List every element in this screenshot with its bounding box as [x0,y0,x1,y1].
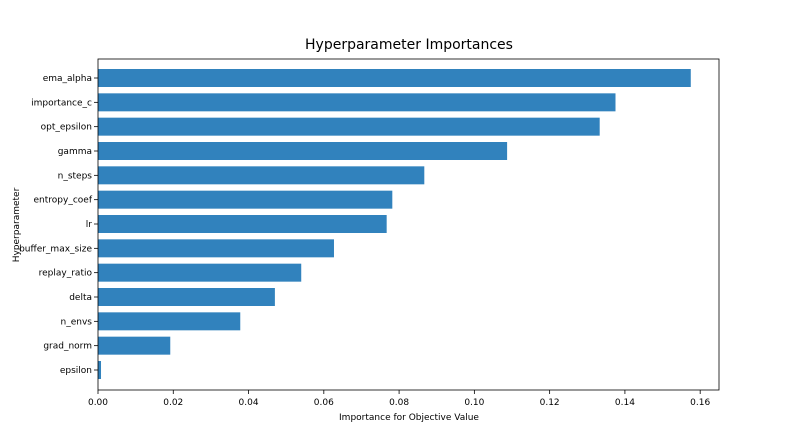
bar-gamma [98,142,508,160]
bar-ema-alpha [98,69,691,87]
bar-epsilon [98,361,102,379]
y-tick-label: n_steps [58,171,93,181]
y-tick-label: gamma [58,147,92,157]
x-tick-label: 0.00 [88,398,108,408]
bar-buffer-max-size [98,239,334,258]
y-tick-label: delta [69,293,92,303]
x-axis-label: Importance for Objective Value [339,413,479,423]
x-tick-label: 0.16 [690,398,710,408]
y-tick-label: grad_norm [43,342,92,352]
x-tick-label: 0.08 [389,398,409,408]
bar-entropy-coef [98,190,393,209]
y-tick-label: buffer_max_size [19,244,92,254]
y-tick-label: opt_epsilon [41,123,92,133]
x-tick-label: 0.14 [615,398,635,408]
bar-n-steps [98,166,425,185]
bar-opt-epsilon [98,117,600,136]
y-tick-label: replay_ratio [39,269,93,279]
bar-replay-ratio [98,263,302,282]
y-tick-label: n_envs [61,317,93,327]
y-tick-label: ema_alpha [43,74,92,84]
chart-title: Hyperparameter Importances [305,37,513,53]
x-axis-ticks: 0.00 0.02 0.04 0.06 0.08 0.10 0.12 0.14 0.16 [88,390,710,408]
x-tick-label: 0.04 [239,398,259,408]
bar-delta [98,288,275,306]
bar-lr [98,215,387,233]
bar-grad-norm [98,336,171,355]
y-tick-label: lr [86,220,93,230]
y-axis-label: Hyperparameter [12,187,22,262]
bar-importance-c [98,93,616,112]
y-tick-label: entropy_coef [34,196,93,206]
x-tick-label: 0.02 [163,398,183,408]
plot-frame [97,58,720,391]
x-tick-label: 0.12 [540,398,560,408]
x-tick-label: 0.06 [314,398,334,408]
x-tick-label: 0.10 [464,398,484,408]
y-tick-label: importance_c [31,98,92,108]
bars-group [98,69,691,379]
bar-n-envs [98,312,241,331]
y-tick-label: epsilon [60,366,92,376]
